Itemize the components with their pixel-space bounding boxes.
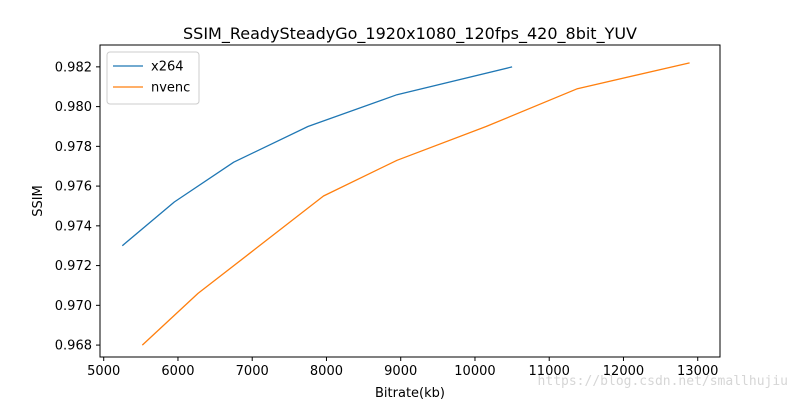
y-tick-label: 0.974 [55, 219, 92, 234]
x-tick-label: 11000 [529, 364, 570, 379]
x-tick-label: 5000 [87, 364, 120, 379]
y-tick-label: 0.970 [55, 299, 92, 314]
y-tick-label: 0.976 [55, 180, 92, 195]
x-tick-label: 12000 [603, 364, 644, 379]
series-lines [121, 62, 690, 346]
series-line-x264 [121, 66, 513, 247]
x-tick-label: 8000 [310, 364, 343, 379]
x-axis-ticks: 5000 6000 7000 8000 9000 10000 11000 12000 13000 [87, 357, 718, 379]
y-axis-ticks: 0.968 0.970 0.972 0.974 0.976 0.978 0.980 0.982 [55, 60, 100, 354]
y-axis-label: SSIM [31, 185, 46, 217]
chart-title: SSIM_ReadySteadyGo_1920x1080_120fps_420_… [183, 24, 637, 44]
y-tick-label: 0.968 [55, 339, 92, 354]
series-line-nvenc [141, 62, 690, 346]
x-tick-label: 13000 [677, 364, 718, 379]
legend: x264 nvenc [106, 51, 200, 105]
watermark-text: https://blog.csdn.net/smallhujiu [538, 374, 788, 389]
x-tick-label: 6000 [161, 364, 194, 379]
x-tick-label: 9000 [384, 364, 417, 379]
legend-label-x264: x264 [151, 60, 184, 75]
plot-area-frame [99, 44, 721, 358]
legend-label-nvenc: nvenc [151, 81, 190, 96]
legend-box [106, 51, 200, 105]
x-tick-label: 7000 [236, 364, 269, 379]
x-tick-label: 10000 [454, 364, 495, 379]
x-axis-label: Bitrate(kb) [375, 386, 445, 400]
y-tick-label: 0.978 [55, 140, 92, 155]
y-tick-label: 0.980 [55, 100, 92, 115]
y-tick-label: 0.972 [55, 259, 92, 274]
y-tick-label: 0.982 [55, 60, 92, 75]
